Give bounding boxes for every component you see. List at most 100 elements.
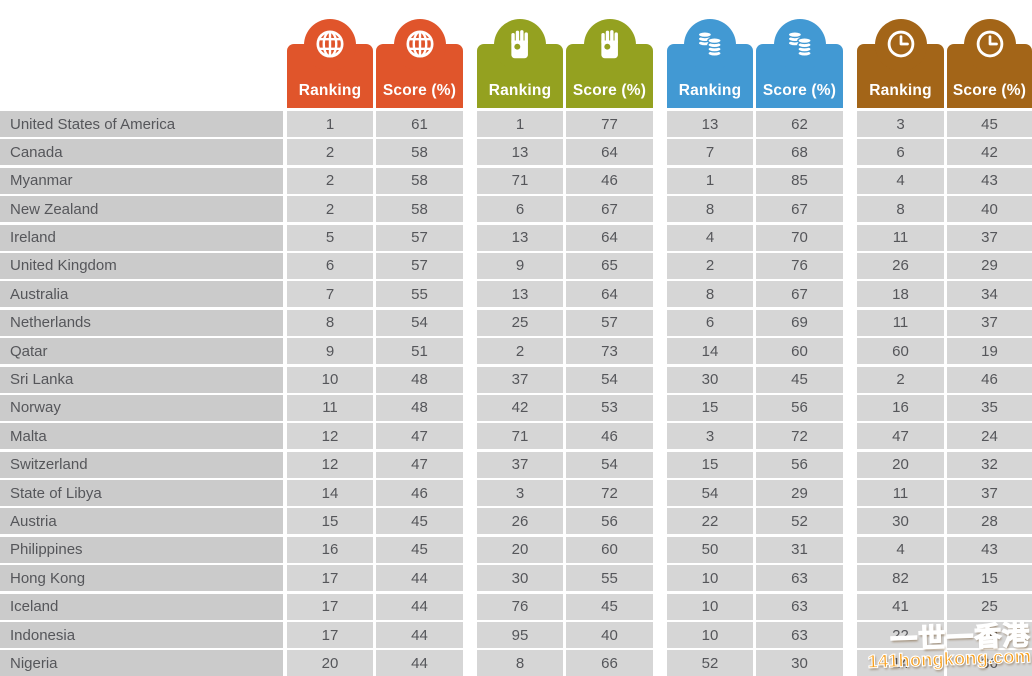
ranking-cell: 47 [857,423,944,450]
score-cell: 35 [947,394,1032,421]
table-row: Sri Lanka 10 48 37 54 30 45 2 46 [0,366,1032,393]
country-cell: Australia [0,281,283,308]
score-cell: 67 [566,196,653,223]
ranking-cell: 14 [287,480,373,507]
table-row: United States of America 1 61 1 77 13 62 3 45 [0,111,1032,137]
score-cell: 57 [376,224,463,251]
table-row: Indonesia 17 44 95 40 10 63 22 30 [0,622,1032,649]
country-cell: Norway [0,394,283,421]
ranking-cell: 7 [287,281,373,308]
country-cell: Ireland [0,224,283,251]
ranking-cell: 17 [287,593,373,620]
score-cell: 58 [376,139,463,166]
score-cell: 56 [566,508,653,535]
score-cell: 72 [566,480,653,507]
score-cell: 55 [566,565,653,592]
score-cell: 40 [566,622,653,649]
score-cell: 29 [947,252,1032,279]
ranking-cell: 54 [667,480,753,507]
table-row: Norway 11 48 42 53 15 56 16 35 [0,394,1032,421]
ranking-cell: 2 [287,139,373,166]
ranking-cell: 13 [477,224,563,251]
table-row: Hong Kong 17 44 30 55 10 63 82 15 [0,565,1032,592]
score-cell: 58 [376,196,463,223]
table-row: Australia 7 55 13 64 8 67 18 34 [0,281,1032,308]
table-row: State of Libya 14 46 3 72 54 29 11 37 [0,480,1032,507]
ranking-cell: 2 [287,196,373,223]
ranking-cell: 5 [287,224,373,251]
score-cell: 64 [566,281,653,308]
ranking-cell: 6 [667,309,753,336]
country-cell: Sri Lanka [0,366,283,393]
column-header-label: Ranking [678,82,742,99]
score-cell: 63 [756,622,843,649]
ranking-cell: 2 [477,338,563,365]
ranking-cell: 2 [287,167,373,194]
table-header: Ranking Score (%) Ranking Score (%) Ranki… [0,0,1032,108]
table-row: Austria 15 45 26 56 22 52 30 28 [0,508,1032,535]
ranking-cell: 4 [857,167,944,194]
score-cell: 44 [376,650,463,676]
score-cell: 54 [566,451,653,478]
country-cell: Netherlands [0,309,283,336]
score-cell: 45 [947,111,1032,137]
score-cell: 29 [756,480,843,507]
ranking-cell: 30 [667,366,753,393]
ranking-cell: 20 [857,451,944,478]
country-cell: Switzerland [0,451,283,478]
column-header-label: Score (%) [572,82,647,99]
score-cell: 48 [376,394,463,421]
score-cell: 15 [947,565,1032,592]
country-cell: Austria [0,508,283,535]
score-cell: 43 [947,536,1032,563]
globe-icon [405,30,434,58]
column-header-money-ranking: Ranking [667,0,753,108]
score-cell: 54 [566,366,653,393]
ranking-cell: 10 [667,593,753,620]
country-cell: New Zealand [0,196,283,223]
ranking-cell: 9 [477,252,563,279]
score-cell: 19 [947,338,1032,365]
hand-icon [600,30,618,59]
score-cell: 46 [947,366,1032,393]
column-header-helping-ranking: Ranking [477,0,563,108]
ranking-cell: 1 [667,167,753,194]
ranking-cell: 12 [287,423,373,450]
score-cell: 62 [756,111,843,137]
score-cell: 52 [756,508,843,535]
score-cell: 37 [947,480,1032,507]
ranking-cell: 4 [667,224,753,251]
globe-icon [316,30,344,58]
ranking-cell: 13 [477,139,563,166]
table-row: Nigeria 20 44 8 66 52 30 14 36 [0,650,1032,676]
score-cell: 77 [566,111,653,137]
ranking-cell: 13 [477,281,563,308]
country-cell: Iceland [0,593,283,620]
country-cell: Nigeria [0,650,283,676]
score-cell: 57 [566,309,653,336]
score-cell: 31 [756,536,843,563]
ranking-cell: 22 [857,622,944,649]
ranking-cell: 2 [857,366,944,393]
score-cell: 46 [566,167,653,194]
ranking-cell: 95 [477,622,563,649]
ranking-cell: 12 [287,451,373,478]
table-row: Switzerland 12 47 37 54 15 56 20 32 [0,451,1032,478]
table-row: Philippines 16 45 20 60 50 31 4 43 [0,536,1032,563]
ranking-cell: 20 [477,536,563,563]
ranking-cell: 8 [287,309,373,336]
score-cell: 60 [756,338,843,365]
score-cell: 76 [756,252,843,279]
table-row: United Kingdom 6 57 9 65 2 76 26 29 [0,252,1032,279]
hand-icon [511,30,528,59]
table-row: Malta 12 47 71 46 3 72 47 24 [0,423,1032,450]
coins-icon [697,31,722,57]
score-cell: 53 [566,394,653,421]
score-cell: 60 [566,536,653,563]
score-cell: 64 [566,224,653,251]
ranking-cell: 25 [477,309,563,336]
score-cell: 46 [376,480,463,507]
score-cell: 63 [756,593,843,620]
score-cell: 43 [947,167,1032,194]
